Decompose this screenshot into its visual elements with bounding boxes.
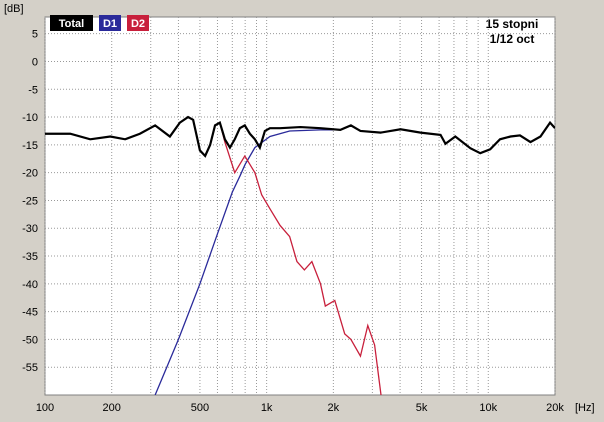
y-tick-label: -35 xyxy=(22,251,38,263)
y-tick-label: -55 xyxy=(22,362,38,374)
legend-label: D1 xyxy=(103,18,117,30)
y-tick-label: 5 xyxy=(32,29,38,41)
legend-label: Total xyxy=(59,18,84,30)
x-tick-label: 2k xyxy=(328,402,340,414)
x-tick-label: 500 xyxy=(191,402,209,414)
y-unit: [dB] xyxy=(4,3,24,15)
plot-area xyxy=(44,16,556,396)
annotation: 15 stopni xyxy=(486,17,539,31)
x-tick-label: 10k xyxy=(479,402,497,414)
legend-swatch xyxy=(127,15,149,31)
x-tick-label: 1k xyxy=(261,402,273,414)
x-tick-label: 100 xyxy=(36,402,54,414)
legend-swatch xyxy=(50,15,93,31)
y-tick-label: -50 xyxy=(22,334,38,346)
x-unit: [Hz] xyxy=(575,402,595,414)
series-group xyxy=(45,115,555,395)
annotation: 1/12 oct xyxy=(490,32,535,46)
y-tick-label: -10 xyxy=(22,112,38,124)
y-tick-label: -5 xyxy=(28,84,38,96)
y-tick-label: -25 xyxy=(22,195,38,207)
y-tick-label: -20 xyxy=(22,168,38,180)
y-tick-label: 0 xyxy=(32,56,38,68)
x-tick-label: 20k xyxy=(546,402,564,414)
y-tick-label: -40 xyxy=(22,279,38,291)
x-tick-label: 200 xyxy=(103,402,121,414)
series-line xyxy=(45,115,555,158)
y-tick-label: -30 xyxy=(22,223,38,235)
y-tick-label: -15 xyxy=(22,140,38,152)
legend-label: D2 xyxy=(131,18,145,30)
y-tick-label: -45 xyxy=(22,307,38,319)
x-tick-label: 5k xyxy=(416,402,428,414)
legend-swatch xyxy=(99,15,121,31)
